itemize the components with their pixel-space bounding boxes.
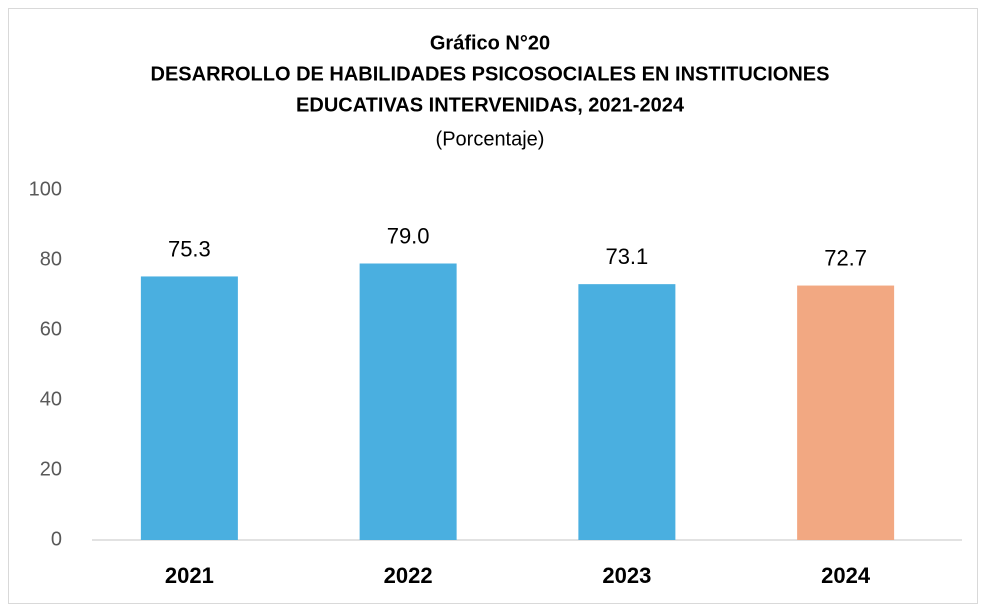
bar (797, 285, 895, 540)
chart-title: DESARROLLO DE HABILIDADES PSICOSOCIALES … (151, 63, 830, 85)
data-label: 75.3 (168, 236, 211, 261)
chart-title: Gráfico N°20 (430, 32, 550, 54)
y-tick-label: 80 (40, 248, 62, 270)
bar (359, 263, 457, 540)
x-tick-label: 2023 (602, 563, 651, 588)
data-label: 73.1 (605, 244, 648, 269)
bar (578, 284, 676, 540)
data-label: 72.7 (824, 245, 867, 270)
chart-subtitle: (Porcentaje) (436, 128, 545, 150)
y-tick-label: 20 (40, 458, 62, 480)
chart-title: EDUCATIVAS INTERVENIDAS, 2021-2024 (296, 94, 685, 116)
y-tick-label: 0 (51, 528, 62, 550)
x-tick-label: 2022 (384, 563, 433, 588)
x-tick-label: 2021 (165, 563, 214, 588)
y-tick-label: 60 (40, 318, 62, 340)
y-tick-label: 40 (40, 388, 62, 410)
bar (140, 276, 238, 540)
y-tick-label: 100 (29, 178, 62, 200)
data-label: 79.0 (387, 223, 430, 248)
x-tick-label: 2024 (821, 563, 871, 588)
